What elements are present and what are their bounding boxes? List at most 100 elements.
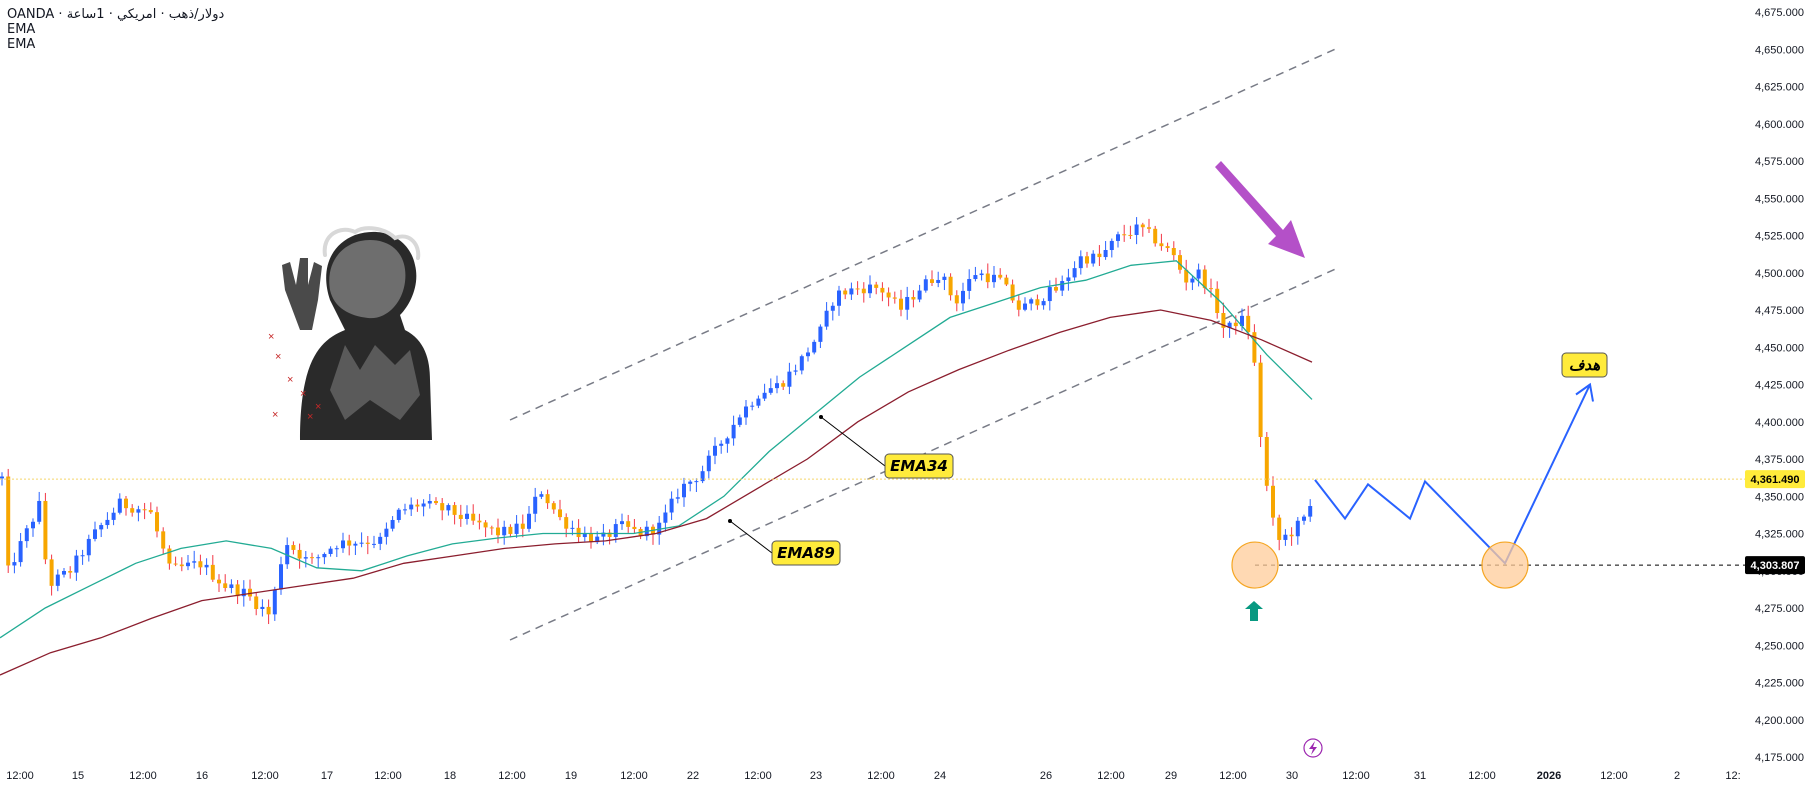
candle-body — [1240, 315, 1244, 327]
candle-body — [812, 341, 817, 353]
price-axis[interactable]: 4,675.000 4,650.000 4,625.000 4,600.000 4,57… — [1745, 7, 1805, 764]
candle-body — [899, 298, 903, 310]
candle-body — [130, 508, 135, 513]
candle-body — [155, 512, 159, 532]
price-tick-label: 4,175.000 — [1755, 752, 1804, 764]
time-tick-label: 16 — [196, 770, 208, 782]
candle-body — [235, 584, 240, 597]
candle-body — [868, 284, 872, 294]
candle-body — [303, 557, 308, 559]
candle-body — [365, 542, 370, 544]
candle-body — [55, 574, 60, 586]
price-tick-label: 4,550.000 — [1755, 193, 1804, 205]
green-up-arrow-icon — [1245, 601, 1263, 621]
candle-body — [781, 383, 786, 387]
candle-body — [545, 494, 550, 504]
candle-body — [514, 523, 519, 534]
candle-body — [911, 296, 916, 300]
time-tick-label: 12:00 — [1097, 770, 1125, 782]
candle-body — [1078, 256, 1083, 269]
candle-body — [142, 509, 147, 511]
candle-body — [334, 548, 339, 550]
candle-body — [341, 540, 345, 549]
price-tick-label: 4,475.000 — [1755, 305, 1804, 317]
candle-body — [1264, 437, 1269, 486]
candle-body — [923, 279, 928, 291]
candle-body — [347, 540, 352, 546]
candle-body — [502, 526, 507, 536]
candle-body — [1041, 301, 1046, 306]
candle-body — [793, 370, 798, 372]
time-tick-label: 12:00 — [129, 770, 157, 782]
candle-body — [954, 295, 959, 304]
channel-upper-line — [509, 46, 1341, 421]
price-tick-label: 4,500.000 — [1755, 268, 1804, 280]
candle-body — [353, 543, 358, 546]
indicator-ema-1[interactable]: EMA — [7, 22, 36, 37]
candle-body — [409, 504, 414, 510]
candle-body — [1134, 224, 1139, 235]
candle-body — [824, 310, 829, 327]
scatter-mark: × — [272, 409, 278, 421]
candle-body — [1054, 287, 1058, 291]
ema34-line — [0, 260, 1313, 639]
candle-body — [1035, 299, 1040, 306]
time-tick-label: 12:00 — [1468, 770, 1496, 782]
price-tick-label: 4,350.000 — [1755, 491, 1804, 503]
candle-body — [737, 417, 742, 425]
candle-body — [266, 606, 271, 615]
candle-body — [930, 279, 934, 283]
candle-body — [24, 528, 29, 542]
candle-body — [1047, 287, 1052, 302]
time-tick-label: 24 — [934, 770, 946, 782]
candle-body — [688, 481, 693, 484]
candle-body — [985, 273, 990, 283]
candle-body — [192, 561, 197, 563]
candle-body — [830, 305, 835, 311]
candle-body — [415, 504, 420, 507]
einstein-face — [329, 240, 406, 319]
candle-body — [1184, 269, 1189, 283]
candle-body — [1196, 269, 1201, 279]
candle-body — [86, 538, 91, 556]
symbol-title[interactable]: OANDA · دولار/ذهب · امريكي · 1ساعة — [7, 7, 225, 22]
candle-body — [917, 290, 922, 300]
ema89-line — [0, 309, 1313, 676]
candle-body — [74, 555, 79, 573]
einstein-sweater — [330, 345, 420, 420]
candle-body — [1097, 253, 1102, 258]
candle-body — [1128, 234, 1133, 236]
candle-body — [967, 279, 972, 291]
candle-body — [1122, 234, 1127, 236]
candle-body — [31, 521, 35, 529]
candle-body — [99, 525, 104, 530]
candle-body — [297, 549, 302, 559]
time-tick-label: 29 — [1165, 770, 1177, 782]
price-tick-label: 4,200.000 — [1755, 715, 1804, 727]
candle-body — [861, 288, 866, 294]
candle-body — [1023, 303, 1027, 310]
candle-body — [589, 533, 593, 543]
price-tick-label: 4,675.000 — [1755, 7, 1804, 19]
time-tick-label: 12:00 — [1342, 770, 1370, 782]
price-tick-label: 4,600.000 — [1755, 119, 1804, 131]
candle-body — [37, 500, 42, 522]
candle-body — [1103, 250, 1108, 258]
candle-body — [1233, 322, 1238, 327]
time-tick-label: 17 — [321, 770, 333, 782]
candle-body — [105, 519, 110, 526]
indicator-ema-2[interactable]: EMA — [7, 37, 36, 52]
candle-body — [18, 541, 23, 563]
candle-body — [1289, 534, 1294, 537]
candle-body — [595, 536, 600, 543]
candle-body — [403, 509, 407, 511]
time-tick-label: 12:00 — [498, 770, 526, 782]
candle-body — [43, 500, 48, 560]
candle-body — [372, 543, 376, 545]
ema34-label-leader — [820, 416, 886, 467]
time-axis[interactable]: 12:00 15 12:00 16 12:00 17 12:00 18 12:00 19 12:00… — [6, 770, 1740, 782]
candle-body — [1153, 228, 1158, 244]
candle-body — [1202, 269, 1207, 289]
candle-body — [973, 275, 978, 280]
